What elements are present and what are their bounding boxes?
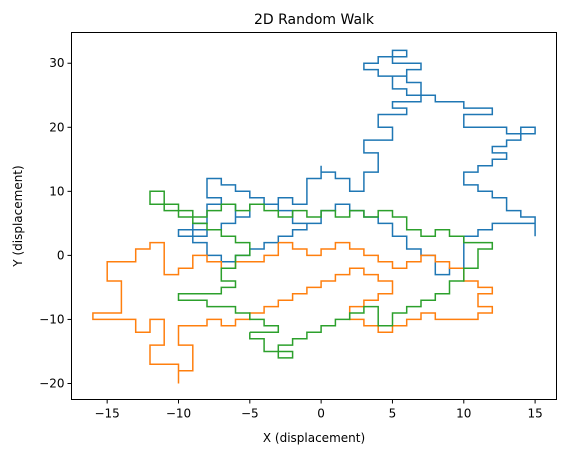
y-tick-label: −20 — [39, 376, 64, 390]
x-tick-label: −10 — [166, 407, 191, 421]
y-tick-label: 30 — [49, 56, 64, 70]
x-tick-label: 5 — [389, 407, 397, 421]
ticks-layer: −15 −10 −5 0 5 10 15 −20 −10 0 10 20 30 — [39, 56, 543, 420]
y-tick-label: −10 — [39, 312, 64, 326]
series-layer — [92, 49, 536, 384]
walk-series-line-3 — [149, 190, 494, 359]
y-tick-label: 0 — [57, 248, 65, 262]
chart-title: 2D Random Walk — [254, 12, 375, 28]
y-axis-label: Y (displacement) — [11, 165, 25, 267]
x-axis-label: X (displacement) — [263, 431, 365, 445]
x-tick-label: 10 — [456, 407, 471, 421]
x-tick-label: 15 — [527, 407, 542, 421]
y-tick-label: 10 — [49, 184, 64, 198]
x-tick-label: 0 — [317, 407, 325, 421]
y-tick-label: 20 — [49, 120, 64, 134]
x-tick-label: −5 — [241, 407, 259, 421]
walk-series-line-1 — [177, 49, 536, 276]
plot-frame — [71, 32, 557, 400]
x-tick-label: −15 — [94, 407, 119, 421]
